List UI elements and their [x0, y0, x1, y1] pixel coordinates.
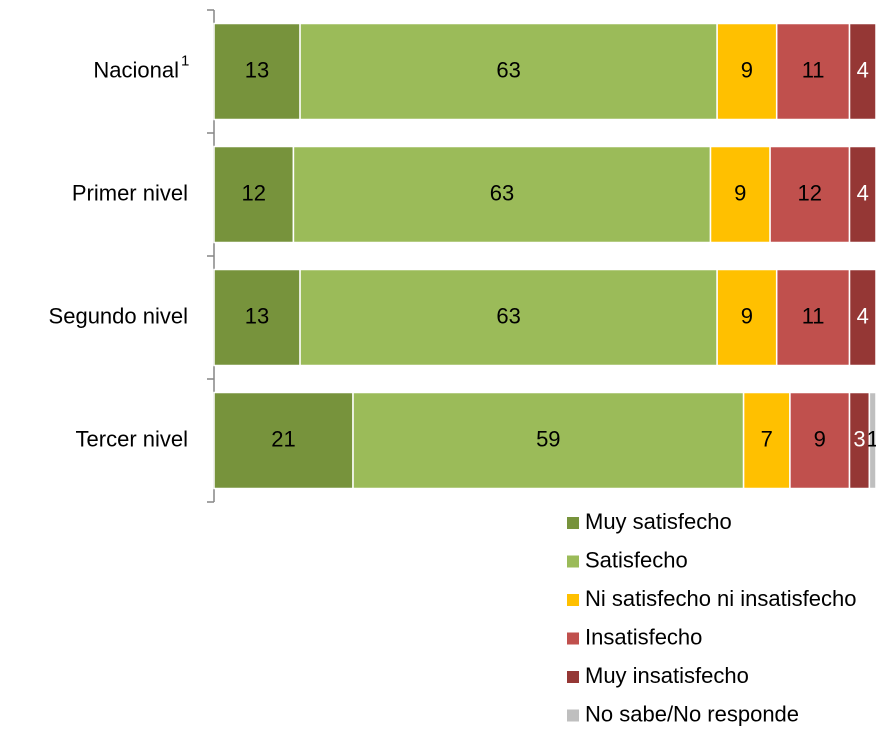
data-label: 9: [741, 303, 753, 328]
legend-swatch: [567, 555, 579, 568]
bar-segment: [213, 391, 354, 490]
category-label: Nacional: [93, 57, 179, 82]
bar-segment: [709, 145, 771, 244]
legend-label: Satisfecho: [585, 547, 688, 572]
bar-segment: [848, 268, 876, 367]
bar-segment: [213, 145, 295, 244]
bar-segment: [742, 391, 791, 490]
data-label: 9: [734, 180, 746, 205]
bar-segment: [213, 268, 301, 367]
data-label: 13: [245, 303, 269, 328]
category-label: Segundo nivel: [49, 303, 188, 328]
data-label: 4: [857, 57, 869, 82]
data-label: 63: [496, 303, 520, 328]
data-label: 59: [536, 426, 560, 451]
legend-label: Muy satisfecho: [585, 509, 732, 534]
legend-label: Muy insatisfecho: [585, 663, 749, 688]
legend-swatch: [567, 709, 579, 722]
data-label: 1: [867, 426, 876, 451]
bar-segment: [769, 145, 851, 244]
bar-segment: [775, 268, 851, 367]
data-label: 3: [853, 426, 865, 451]
category-footnote: 1: [181, 52, 189, 69]
data-label: 21: [271, 426, 295, 451]
category-label: Tercer nivel: [76, 426, 188, 451]
data-label: 11: [802, 57, 825, 82]
legend-label: No sabe/No responde: [585, 701, 799, 726]
data-label: 63: [496, 57, 520, 82]
bar-segment: [868, 391, 876, 490]
data-label: 4: [857, 303, 869, 328]
data-label: 9: [814, 426, 826, 451]
bar-segment: [848, 22, 876, 121]
data-label: 13: [245, 57, 269, 82]
legend-label: Insatisfecho: [585, 624, 702, 649]
bar-segment: [352, 391, 745, 490]
legend-label: Ni satisfecho ni insatisfecho: [585, 586, 856, 611]
bar-segment: [213, 22, 301, 121]
data-label: 12: [798, 180, 822, 205]
data-label: 9: [741, 57, 753, 82]
bar-segment: [848, 145, 876, 244]
legend-swatch: [567, 517, 579, 529]
legend-swatch: [567, 632, 579, 645]
bar-segment: [775, 22, 851, 121]
data-label: 4: [857, 180, 869, 205]
category-label: Primer nivel: [72, 180, 188, 205]
bar-segment: [716, 268, 778, 367]
legend-swatch: [567, 671, 579, 683]
data-label: 63: [490, 180, 514, 205]
legend-swatch: [567, 594, 579, 606]
bar-segment: [292, 145, 712, 244]
data-label: 11: [802, 303, 825, 328]
bar-segment: [299, 268, 718, 367]
bar-segment: [789, 391, 851, 490]
data-label: 12: [241, 180, 265, 205]
data-label: 7: [761, 426, 773, 451]
